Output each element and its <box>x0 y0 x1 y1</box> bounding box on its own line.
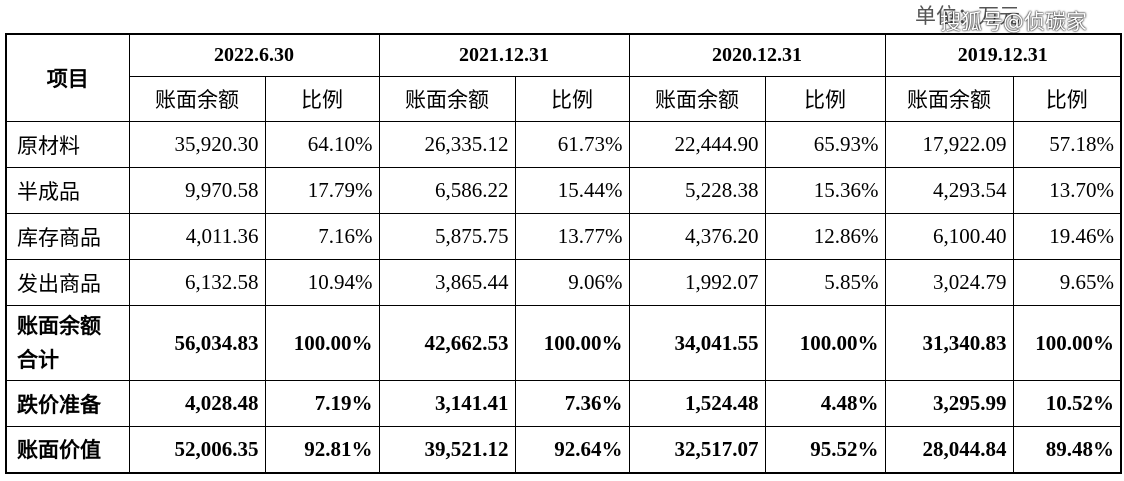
balance-header: 账面余额 <box>378 76 516 122</box>
ratio-cell: 100.00% <box>514 305 630 381</box>
balance-cell: 1,524.48 <box>628 380 766 427</box>
period-header: 2020.12.31 <box>628 33 886 77</box>
period-header: 2021.12.31 <box>378 33 630 77</box>
balance-cell: 4,293.54 <box>884 167 1014 214</box>
watermark: 搜狐号@侦碳家 <box>940 10 1087 34</box>
ratio-cell: 15.44% <box>514 167 630 214</box>
balance-header: 账面余额 <box>128 76 266 122</box>
balance-cell: 6,132.58 <box>128 259 266 306</box>
ratio-cell: 17.79% <box>264 167 380 214</box>
balance-cell: 52,006.35 <box>128 426 266 473</box>
ratio-cell: 57.18% <box>1012 121 1122 168</box>
ratio-cell: 12.86% <box>764 213 886 260</box>
balance-cell: 42,662.53 <box>378 305 516 381</box>
row-label: 账面余额 合计 <box>5 305 130 381</box>
inventory-table: 项目 2022.6.30 2021.12.31 2020.12.31 2019.… <box>5 33 1122 474</box>
ratio-header: 比例 <box>764 76 886 122</box>
ratio-cell: 15.36% <box>764 167 886 214</box>
ratio-cell: 65.93% <box>764 121 886 168</box>
table-row: 库存商品 4,011.36 7.16% 5,875.75 13.77% 4,376.20 1… <box>5 213 1122 260</box>
balance-cell: 3,024.79 <box>884 259 1014 306</box>
balance-cell: 22,444.90 <box>628 121 766 168</box>
balance-cell: 34,041.55 <box>628 305 766 381</box>
ratio-cell: 7.19% <box>264 380 380 427</box>
ratio-header: 比例 <box>264 76 380 122</box>
ratio-cell: 100.00% <box>1012 305 1122 381</box>
balance-cell: 28,044.84 <box>884 426 1014 473</box>
ratio-header: 比例 <box>514 76 630 122</box>
ratio-cell: 19.46% <box>1012 213 1122 260</box>
row-label: 账面价值 <box>5 426 130 473</box>
table-row: 跌价准备 4,028.48 7.19% 3,141.41 7.36% 1,524.48 4.… <box>5 380 1122 427</box>
period-header: 2022.6.30 <box>128 33 380 77</box>
ratio-cell: 9.65% <box>1012 259 1122 306</box>
ratio-cell: 9.06% <box>514 259 630 306</box>
balance-cell: 6,586.22 <box>378 167 516 214</box>
balance-cell: 17,922.09 <box>884 121 1014 168</box>
ratio-cell: 13.70% <box>1012 167 1122 214</box>
row-label: 跌价准备 <box>5 380 130 427</box>
balance-cell: 1,992.07 <box>628 259 766 306</box>
table-row: 原材料 35,920.30 64.10% 26,335.12 61.73% 22,444.… <box>5 121 1122 168</box>
balance-cell: 56,034.83 <box>128 305 266 381</box>
ratio-cell: 13.77% <box>514 213 630 260</box>
ratio-cell: 100.00% <box>764 305 886 381</box>
ratio-cell: 5.85% <box>764 259 886 306</box>
balance-cell: 31,340.83 <box>884 305 1014 381</box>
balance-cell: 5,875.75 <box>378 213 516 260</box>
balance-cell: 3,141.41 <box>378 380 516 427</box>
balance-cell: 35,920.30 <box>128 121 266 168</box>
balance-cell: 4,011.36 <box>128 213 266 260</box>
balance-header: 账面余额 <box>884 76 1014 122</box>
ratio-cell: 92.64% <box>514 426 630 473</box>
balance-cell: 32,517.07 <box>628 426 766 473</box>
balance-cell: 5,228.38 <box>628 167 766 214</box>
ratio-cell: 100.00% <box>264 305 380 381</box>
ratio-cell: 95.52% <box>764 426 886 473</box>
table-row: 账面价值 52,006.35 92.81% 39,521.12 92.64% 32,517… <box>5 426 1122 473</box>
ratio-cell: 89.48% <box>1012 426 1122 473</box>
balance-cell: 4,028.48 <box>128 380 266 427</box>
table-row: 账面余额 合计 56,034.83 100.00% 42,662.53 100.00% 34… <box>5 305 1122 381</box>
item-header: 项目 <box>5 33 130 122</box>
balance-cell: 9,970.58 <box>128 167 266 214</box>
balance-cell: 6,100.40 <box>884 213 1014 260</box>
row-label: 半成品 <box>5 167 130 214</box>
ratio-cell: 7.36% <box>514 380 630 427</box>
ratio-cell: 7.16% <box>264 213 380 260</box>
balance-cell: 3,295.99 <box>884 380 1014 427</box>
balance-cell: 4,376.20 <box>628 213 766 260</box>
period-header: 2019.12.31 <box>884 33 1122 77</box>
row-label: 库存商品 <box>5 213 130 260</box>
ratio-cell: 10.94% <box>264 259 380 306</box>
balance-cell: 39,521.12 <box>378 426 516 473</box>
ratio-cell: 92.81% <box>264 426 380 473</box>
balance-cell: 26,335.12 <box>378 121 516 168</box>
ratio-cell: 64.10% <box>264 121 380 168</box>
table-row: 半成品 9,970.58 17.79% 6,586.22 15.44% 5,228.38 1… <box>5 167 1122 214</box>
balance-header: 账面余额 <box>628 76 766 122</box>
ratio-cell: 4.48% <box>764 380 886 427</box>
row-label: 原材料 <box>5 121 130 168</box>
unit-note: 单位：万元 <box>915 4 1020 28</box>
balance-cell: 3,865.44 <box>378 259 516 306</box>
row-label: 发出商品 <box>5 259 130 306</box>
ratio-cell: 61.73% <box>514 121 630 168</box>
ratio-header: 比例 <box>1012 76 1122 122</box>
table-row: 发出商品 6,132.58 10.94% 3,865.44 9.06% 1,992.07 5… <box>5 259 1122 306</box>
ratio-cell: 10.52% <box>1012 380 1122 427</box>
